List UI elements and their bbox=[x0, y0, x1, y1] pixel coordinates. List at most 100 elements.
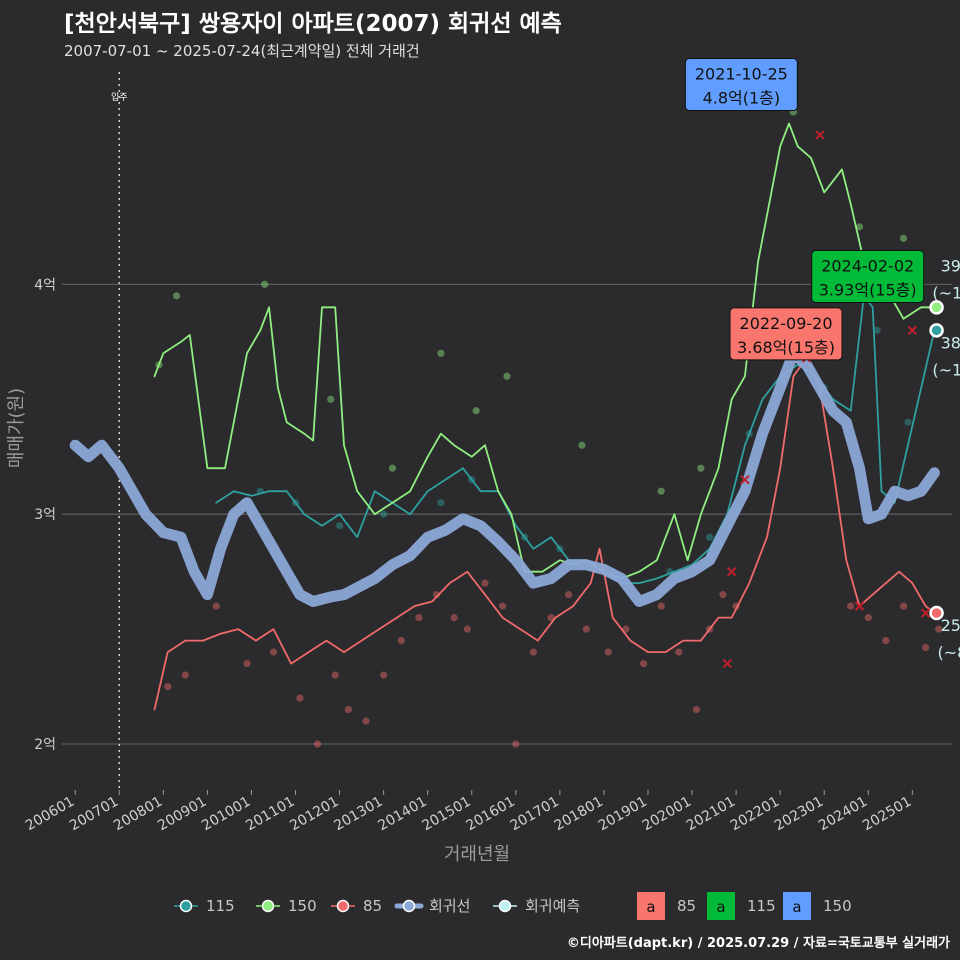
grid-lines bbox=[62, 283, 952, 745]
x-marker-s150 bbox=[907, 325, 918, 336]
legend-dot-trend bbox=[402, 899, 416, 913]
scatter-point-s85 bbox=[565, 591, 573, 599]
x-marker-s85 bbox=[726, 566, 737, 577]
scatter-point-s85 bbox=[921, 643, 930, 652]
endpoint-s85 bbox=[929, 605, 944, 621]
x-tick-label: 200701 bbox=[67, 794, 121, 835]
scatter-point-s85 bbox=[415, 614, 423, 622]
legend-label: 85 bbox=[363, 897, 382, 915]
endpoint-s150 bbox=[929, 300, 944, 315]
legend-box-b85 bbox=[637, 892, 665, 920]
x-marker-s150 bbox=[815, 130, 825, 140]
x-tick-label: 201301 bbox=[331, 794, 385, 835]
annotation-price: 3.68억(15층) bbox=[737, 338, 835, 357]
scatter-point-s85 bbox=[529, 648, 538, 656]
scatter-point-s85 bbox=[362, 717, 370, 725]
scatter-point-s85 bbox=[331, 671, 339, 679]
scatter-point-s115 bbox=[706, 533, 714, 541]
source-caption: ©디아파트(dapt.kr) / 2025.07.29 / 자료=국토교통부 실… bbox=[566, 936, 950, 951]
endpoint-layer bbox=[929, 300, 944, 621]
x-tick-label: 202401 bbox=[816, 794, 870, 835]
scatter-point-s85 bbox=[604, 648, 612, 656]
scatter-point-s150 bbox=[172, 292, 181, 300]
series-line-85 bbox=[153, 357, 936, 711]
scatter-point-s150 bbox=[578, 441, 586, 449]
scatter-point-s115 bbox=[437, 499, 445, 507]
annotation-price: 4.8억(1층) bbox=[703, 88, 781, 107]
legend-box-b150 bbox=[783, 892, 811, 920]
scatter-point-s150 bbox=[657, 487, 665, 495]
scatter-point-s85 bbox=[512, 740, 520, 748]
scatter-point-s150 bbox=[261, 280, 269, 288]
scatter-point-s150 bbox=[472, 407, 480, 415]
scatter-point-s85 bbox=[164, 682, 172, 691]
scatter-point-s85 bbox=[719, 591, 727, 599]
scatter-point-s85 bbox=[899, 602, 908, 610]
scatter-point-s85 bbox=[582, 625, 590, 633]
legend-label: 150 bbox=[288, 897, 317, 915]
scatter-point-s85 bbox=[296, 694, 304, 702]
scatter-layer bbox=[155, 108, 943, 748]
x-tick-label: 201001 bbox=[199, 794, 253, 835]
scatter-point-s85 bbox=[622, 625, 630, 633]
end-label-size: (~115㎡) bbox=[932, 360, 960, 379]
legend-dot-pred bbox=[498, 899, 512, 913]
scatter-point-s150 bbox=[899, 234, 908, 242]
legend-dot-s150 bbox=[261, 899, 275, 913]
scatter-point-s115 bbox=[380, 510, 388, 518]
legend-label: 회귀예측 bbox=[525, 897, 580, 915]
end-label-size: (~150㎡) bbox=[932, 283, 960, 302]
scatter-point-s85 bbox=[344, 705, 352, 714]
axes: 2억 3억 4억 2006012007012008012009012010012011… bbox=[6, 277, 914, 865]
legend-box-glyph: a bbox=[716, 898, 725, 916]
y-tick-label: 2억 bbox=[34, 737, 56, 753]
scatter-point-s85 bbox=[882, 637, 890, 645]
scatter-point-s85 bbox=[481, 579, 489, 587]
scatter-point-s150 bbox=[327, 395, 335, 403]
y-tick-label: 4억 bbox=[34, 277, 56, 293]
scatter-point-s85 bbox=[450, 614, 458, 622]
chart-title: [천안서북구] 쌍용자이 아파트(2007) 회귀선 예측 bbox=[64, 11, 562, 37]
x-tick-label: 201701 bbox=[508, 794, 562, 835]
series-line-150 bbox=[153, 122, 936, 580]
move-in-label: 입주 bbox=[111, 91, 128, 103]
annotation-date: 2024-02-02 bbox=[821, 256, 914, 275]
scatter-point-s115 bbox=[873, 326, 881, 334]
scatter-point-s85 bbox=[397, 637, 405, 645]
x-axis-label: 거래년월 bbox=[444, 844, 510, 865]
x-marker-s85 bbox=[920, 608, 931, 618]
annotation-price: 3.93억(15층) bbox=[819, 280, 917, 299]
scatter-point-s150 bbox=[388, 464, 397, 472]
end-label-value: 25,700 bbox=[941, 616, 960, 635]
legend-box-glyph: a bbox=[646, 898, 655, 916]
scatter-point-s85 bbox=[432, 591, 441, 599]
x-marker-s85 bbox=[740, 475, 750, 485]
x-marker-layer bbox=[722, 130, 931, 669]
x-tick-label: 201401 bbox=[375, 794, 429, 835]
scatter-point-s85 bbox=[675, 648, 683, 656]
scatter-point-s150 bbox=[855, 223, 864, 231]
x-tick-label: 202501 bbox=[860, 794, 914, 835]
scatter-point-s85 bbox=[463, 625, 471, 633]
annotation-box-b85 bbox=[729, 307, 843, 361]
legend-box-label: 115 bbox=[747, 897, 776, 915]
x-tick-label: 201201 bbox=[287, 794, 341, 835]
x-tick-label: 201501 bbox=[419, 794, 473, 835]
scatter-point-s115 bbox=[904, 418, 912, 426]
scatter-point-s85 bbox=[847, 602, 855, 610]
legend-label: 115 bbox=[206, 897, 235, 915]
annotation-layer: 2021-10-25 4.8억(1층) 2024-02-02 3.93억(15층) 20… bbox=[684, 57, 925, 361]
x-tick-label: 202201 bbox=[728, 794, 782, 835]
end-label-value: 38,000 bbox=[941, 333, 960, 352]
x-marker-s85 bbox=[722, 658, 733, 669]
legend-box-glyph: a bbox=[792, 898, 801, 916]
regression-line bbox=[69, 347, 940, 607]
legend-dot-s115 bbox=[179, 899, 193, 913]
x-tick-label: 202101 bbox=[684, 794, 738, 835]
legend-box-label: 150 bbox=[823, 897, 852, 915]
annotation-box-b150 bbox=[684, 57, 798, 111]
scatter-point-s150 bbox=[503, 372, 511, 380]
annotation-date: 2022-09-20 bbox=[740, 314, 833, 333]
scatter-point-s85 bbox=[864, 614, 872, 622]
